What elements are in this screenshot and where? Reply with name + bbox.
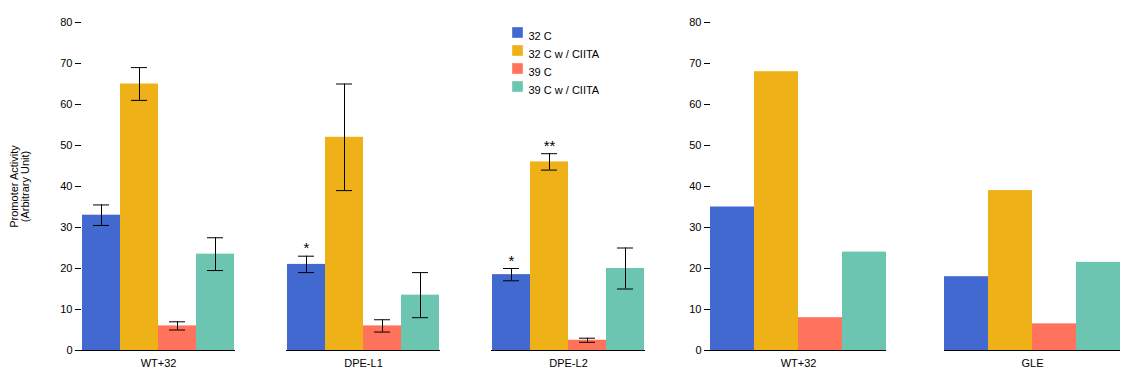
svg-text:20: 20 (689, 262, 701, 274)
svg-text:30: 30 (689, 221, 701, 233)
svg-text:**: ** (544, 137, 556, 154)
svg-text:70: 70 (60, 57, 72, 69)
svg-text:60: 60 (689, 98, 701, 110)
svg-text:*: * (509, 252, 515, 269)
svg-text:0: 0 (66, 344, 72, 356)
svg-text:32 C: 32 C (529, 30, 552, 42)
svg-text:40: 40 (60, 180, 72, 192)
svg-text:32 C w / CIITA: 32 C w / CIITA (529, 48, 600, 60)
svg-text:20: 20 (60, 262, 72, 274)
svg-text:80: 80 (689, 16, 701, 28)
svg-text:GLE: GLE (1021, 357, 1043, 369)
svg-text:DPE-L2: DPE-L2 (549, 357, 588, 369)
svg-text:80: 80 (60, 16, 72, 28)
svg-text:Promoter Activity(Arbitrary Un: Promoter Activity(Arbitrary Unit) (8, 145, 31, 228)
svg-text:WT+32: WT+32 (141, 357, 177, 369)
svg-text:39 C w / CIITA: 39 C w / CIITA (529, 84, 600, 96)
svg-text:10: 10 (689, 303, 701, 315)
svg-text:60: 60 (60, 98, 72, 110)
svg-text:50: 50 (689, 139, 701, 151)
svg-text:30: 30 (60, 221, 72, 233)
svg-text:0: 0 (695, 344, 701, 356)
svg-text:39 C: 39 C (529, 66, 552, 78)
svg-text:*: * (304, 239, 310, 256)
svg-text:40: 40 (689, 180, 701, 192)
svg-text:WT+32: WT+32 (781, 357, 817, 369)
svg-text:10: 10 (60, 303, 72, 315)
svg-text:50: 50 (60, 139, 72, 151)
svg-text:DPE-L1: DPE-L1 (344, 357, 383, 369)
svg-text:70: 70 (689, 57, 701, 69)
